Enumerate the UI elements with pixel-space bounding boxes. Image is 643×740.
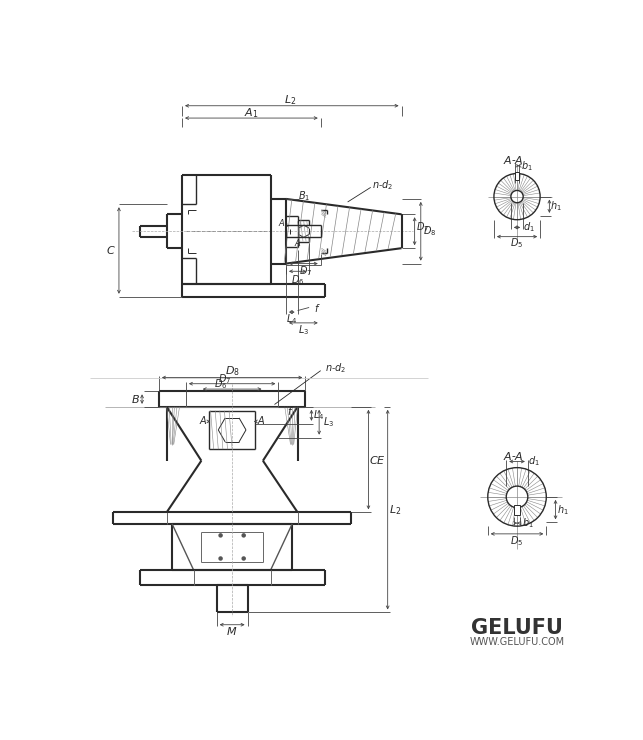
Text: $A_1$: $A_1$ xyxy=(278,218,289,230)
Text: $f$: $f$ xyxy=(314,302,320,314)
Text: $b_1$: $b_1$ xyxy=(522,517,534,530)
Text: $h_1$: $h_1$ xyxy=(550,199,562,213)
Text: $D_6$: $D_6$ xyxy=(214,377,227,391)
Text: $D_6$: $D_6$ xyxy=(291,273,304,286)
Text: $L_3$: $L_3$ xyxy=(323,415,334,429)
Text: $f$: $f$ xyxy=(287,405,293,417)
Text: $L_3$: $L_3$ xyxy=(298,323,309,337)
Text: $b_1$: $b_1$ xyxy=(521,159,533,172)
Circle shape xyxy=(219,534,222,537)
Text: $d_1$: $d_1$ xyxy=(523,221,535,235)
Text: $CE$: $CE$ xyxy=(369,454,386,465)
Text: GELUFU: GELUFU xyxy=(471,618,563,638)
Bar xyxy=(515,172,520,180)
Circle shape xyxy=(219,557,222,560)
Text: $D_5$: $D_5$ xyxy=(511,534,523,548)
Text: $L_2$: $L_2$ xyxy=(284,93,296,107)
Text: $n$-$d_2$: $n$-$d_2$ xyxy=(372,178,393,192)
Text: $A$: $A$ xyxy=(199,414,207,426)
Text: $h_1$: $h_1$ xyxy=(557,502,568,517)
Text: $D_8$: $D_8$ xyxy=(423,224,437,238)
Text: $M$: $M$ xyxy=(226,625,238,637)
Text: $n$-$d_2$: $n$-$d_2$ xyxy=(325,361,347,375)
Text: $A$: $A$ xyxy=(294,238,302,249)
Text: $d_1$: $d_1$ xyxy=(528,454,540,468)
Text: $D_7$: $D_7$ xyxy=(415,221,429,235)
Circle shape xyxy=(242,534,245,537)
Text: $D_8$: $D_8$ xyxy=(224,365,240,378)
Text: $D_7$: $D_7$ xyxy=(218,372,231,386)
Text: WWW.GELUFU.COM: WWW.GELUFU.COM xyxy=(469,636,565,647)
Text: $C$: $C$ xyxy=(106,244,116,257)
Text: $A$: $A$ xyxy=(257,414,266,426)
Text: $D_5$: $D_5$ xyxy=(511,237,523,250)
Text: $A_1$: $A_1$ xyxy=(244,106,258,120)
Text: $B$: $B$ xyxy=(131,393,140,405)
Text: $D_7$: $D_7$ xyxy=(298,264,312,278)
Text: $L_4$: $L_4$ xyxy=(286,312,298,326)
Text: $A$-$A$: $A$-$A$ xyxy=(503,154,523,166)
Bar xyxy=(514,505,520,514)
Circle shape xyxy=(242,557,245,560)
Text: $L_2$: $L_2$ xyxy=(389,502,401,517)
Text: $L_4$: $L_4$ xyxy=(313,408,325,423)
Text: $B_1$: $B_1$ xyxy=(298,189,310,203)
Text: $A$-$A$: $A$-$A$ xyxy=(503,450,523,462)
